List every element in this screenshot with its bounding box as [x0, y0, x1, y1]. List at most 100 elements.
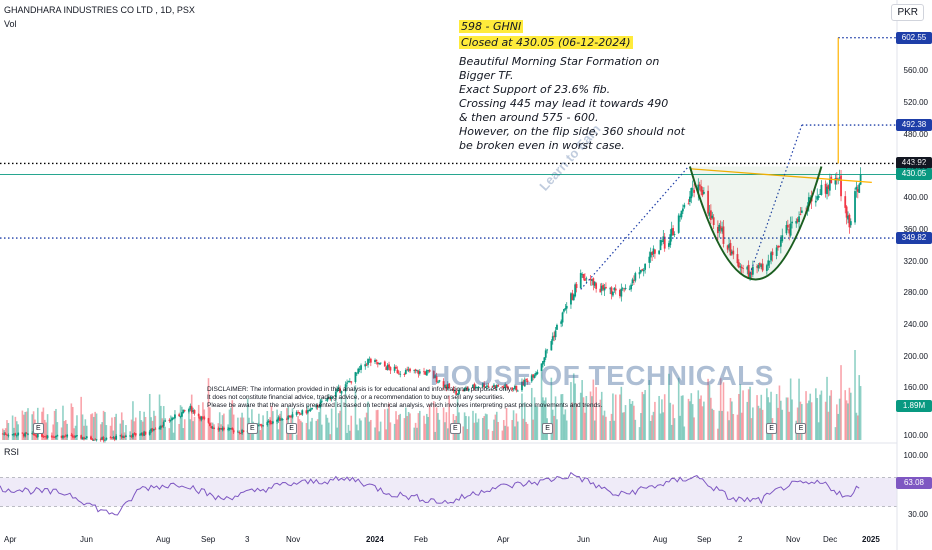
candle-body	[536, 371, 539, 374]
candle-body	[481, 383, 484, 388]
volume-bar	[105, 425, 108, 440]
volume-bar	[623, 412, 625, 440]
candle-body	[631, 279, 634, 283]
candle-body	[95, 439, 98, 441]
candle-body	[161, 425, 164, 427]
volume-bar	[218, 412, 221, 440]
volume-bar	[785, 397, 788, 440]
volume-bar	[717, 428, 719, 440]
volume-bar	[164, 426, 166, 440]
volume-bar	[722, 382, 725, 440]
volume-bar	[308, 429, 311, 440]
candle-body	[582, 273, 585, 279]
candle-body	[199, 416, 202, 420]
volume-bar	[739, 384, 742, 440]
volume-bar	[109, 425, 112, 440]
volume-bar	[544, 397, 547, 440]
volume-bar	[318, 412, 320, 440]
volume-bar	[718, 410, 721, 440]
candle-body	[228, 427, 231, 430]
volume-bar	[595, 387, 597, 440]
event-marker[interactable]: E	[449, 423, 461, 434]
volume-bar	[610, 413, 613, 440]
candle-body	[35, 435, 38, 438]
candle-body	[55, 436, 57, 438]
event-marker[interactable]: E	[286, 423, 298, 434]
volume-bar	[543, 400, 546, 440]
candle-body	[681, 208, 684, 212]
rsi-label[interactable]: RSI	[4, 447, 20, 457]
candle-body	[334, 391, 337, 398]
volume-bar	[761, 409, 764, 440]
candle-body	[835, 177, 838, 180]
candle-body	[418, 371, 421, 374]
volume-bar	[80, 396, 82, 440]
volume-bar	[179, 405, 182, 440]
volume-bar	[642, 394, 645, 440]
candle-body	[269, 420, 271, 424]
note-line-5: & then around 575 - 600.	[459, 111, 599, 124]
candle-body	[726, 245, 729, 250]
candle-body	[424, 371, 427, 375]
volume-bar	[526, 423, 529, 440]
volume-bar	[360, 420, 362, 440]
event-marker[interactable]: E	[795, 423, 807, 434]
volume-bar	[703, 401, 705, 440]
event-marker[interactable]: E	[766, 423, 778, 434]
candle-body	[609, 288, 612, 290]
volume-bar	[388, 403, 390, 440]
candle-body	[444, 384, 446, 388]
candle-body	[673, 234, 676, 235]
volume-bar	[693, 417, 695, 440]
candle-body	[448, 383, 451, 389]
candle-body	[43, 436, 46, 438]
rsi-tick: 100.00	[903, 451, 928, 460]
volume-bar	[700, 395, 702, 440]
volume-bar	[335, 396, 337, 440]
candle-body	[453, 390, 456, 392]
currency-button[interactable]: PKR	[891, 4, 924, 21]
symbol-title[interactable]: GHANDHARA INDUSTRIES CO LTD , 1D, PSX	[4, 5, 195, 15]
candle-body	[595, 283, 598, 289]
candle-body	[756, 266, 758, 268]
volume-bar	[465, 416, 467, 440]
candle-body	[669, 234, 672, 246]
candle-body	[171, 418, 174, 421]
candle-body	[210, 426, 213, 429]
candle-body	[610, 287, 613, 295]
volume-label[interactable]: Vol	[4, 19, 17, 29]
candle-body	[299, 413, 302, 415]
volume-bar	[428, 404, 431, 440]
candle-body	[477, 386, 480, 388]
event-marker[interactable]: E	[246, 423, 258, 434]
event-marker[interactable]: E	[32, 423, 44, 434]
volume-bar	[269, 417, 271, 440]
candle-body	[434, 375, 437, 379]
volume-bar	[213, 424, 215, 440]
candle-body	[327, 396, 330, 399]
volume-bar	[565, 420, 568, 440]
candle-body	[280, 419, 283, 421]
candle-body	[133, 433, 136, 434]
candle-body	[386, 364, 389, 370]
volume-bar	[141, 421, 144, 440]
volume-bar	[668, 373, 670, 440]
candle-body	[22, 434, 25, 437]
candle-body	[125, 435, 127, 437]
event-marker[interactable]: E	[542, 423, 554, 434]
volume-bar	[183, 419, 186, 440]
volume-bar	[742, 390, 744, 440]
candle-body	[414, 369, 417, 371]
candle-body	[456, 393, 459, 395]
candle-body	[633, 280, 635, 282]
candle-body	[641, 269, 644, 271]
candle-body	[495, 384, 498, 388]
candle-body	[491, 385, 494, 387]
volume-bar	[778, 385, 781, 440]
volume-bar	[344, 393, 347, 440]
candle-body	[266, 422, 269, 426]
candle-body	[716, 226, 719, 234]
candle-body	[50, 435, 53, 437]
candle-body	[624, 287, 627, 289]
